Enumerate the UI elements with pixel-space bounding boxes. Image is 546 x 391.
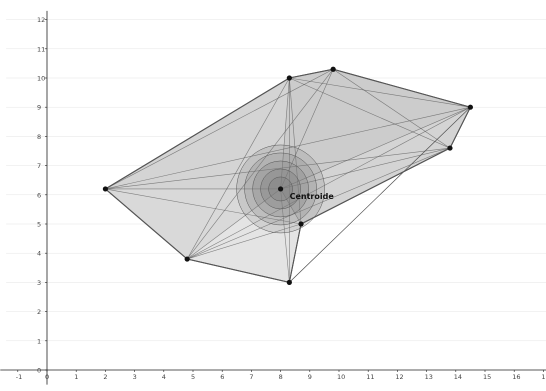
x-tick-label: 4	[162, 373, 166, 381]
y-tick-label: 11	[37, 45, 45, 53]
triangulation-line	[289, 77, 302, 225]
x-tick-label: 2	[103, 373, 107, 381]
triangulation-line	[280, 147, 451, 190]
x-tick-label: 1	[541, 373, 545, 381]
x-tick-label: 7	[249, 373, 253, 381]
vertex-point	[467, 104, 473, 110]
centroid-point	[278, 186, 284, 192]
triangulation-line	[332, 68, 451, 149]
triangulation-line	[105, 147, 450, 190]
vertex-point	[102, 186, 108, 192]
y-tick-label: 7	[37, 162, 41, 170]
vertex-point	[286, 279, 292, 285]
x-tick-label: 9	[308, 373, 312, 381]
triangulation-line	[280, 77, 290, 189]
x-tick-label: 16	[512, 373, 520, 381]
axis-tick-labels: -1 0 1 2 3 4 5 6 7 8 9 10 11 12 13 14 15 16 10123456789101…	[16, 16, 546, 381]
triangulation-line	[187, 106, 471, 260]
y-tick-label: 10	[37, 75, 45, 83]
x-tick-label: 8	[279, 373, 283, 381]
y-tick-label: 3	[37, 279, 41, 287]
triangulation-line	[280, 69, 334, 190]
x-tick-label: 0	[45, 373, 49, 381]
triangulation-line	[280, 188, 302, 225]
y-tick-label: 8	[37, 133, 41, 141]
x-tick-label: 5	[191, 373, 195, 381]
x-tick-label: 3	[133, 373, 137, 381]
triangulation-line	[186, 188, 281, 260]
triangulation-line	[105, 68, 334, 190]
y-tick-label: 9	[37, 104, 41, 112]
triangulation-line	[289, 106, 471, 283]
triangulation-line	[187, 147, 451, 260]
vertex-point	[330, 66, 336, 72]
triangulation-line	[280, 106, 471, 190]
inner-region-bottom-left	[105, 188, 281, 260]
y-tick-label: 12	[37, 16, 45, 24]
x-tick-label: 6	[220, 373, 224, 381]
triangulation-line	[186, 69, 334, 260]
coordinate-axes	[0, 10, 546, 385]
triangulation-line	[289, 77, 471, 108]
x-tick-label: 12	[395, 373, 403, 381]
x-tick-label: 1	[74, 373, 78, 381]
point-labels: Centroide	[290, 192, 335, 201]
x-tick-label: 11	[366, 373, 374, 381]
triangulation-line	[187, 223, 302, 260]
x-tick-label: 14	[454, 373, 462, 381]
vertex-points	[102, 66, 473, 285]
vertex-point	[286, 75, 292, 81]
x-tick-label: 13	[425, 373, 433, 381]
triangulation-line	[186, 77, 290, 260]
triangulation-line	[105, 188, 302, 225]
x-tick-label: 15	[483, 373, 491, 381]
y-tick-label: 5	[37, 221, 41, 229]
vertex-point	[184, 256, 190, 262]
vertex-point	[447, 145, 453, 151]
y-tick-label: 6	[37, 191, 41, 199]
y-tick-label: 0	[37, 367, 41, 375]
y-tick-label: 1	[37, 337, 41, 345]
inner-region-top	[280, 69, 471, 189]
y-tick-label: 4	[37, 250, 41, 258]
x-tick-label: 10	[337, 373, 345, 381]
y-tick-label: 2	[37, 308, 41, 316]
polygon-shapes	[104, 68, 472, 284]
vertex-point	[298, 221, 304, 227]
x-tick-label: -1	[16, 373, 22, 381]
centroid-label: Centroide	[290, 192, 335, 201]
triangulation-line	[289, 77, 451, 149]
triangulation-line	[280, 188, 290, 283]
